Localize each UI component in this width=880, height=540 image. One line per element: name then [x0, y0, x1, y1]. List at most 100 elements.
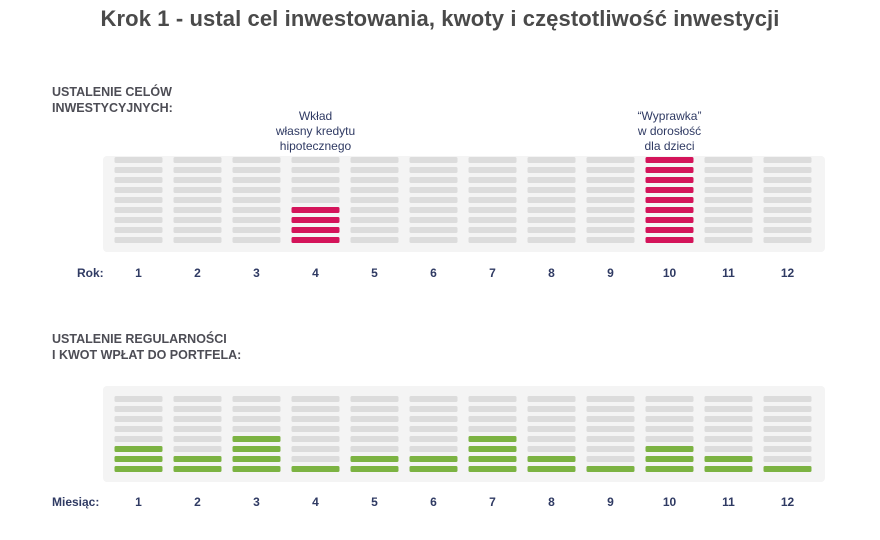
- empty-segment: [586, 177, 635, 183]
- x-tick-label: 12: [780, 495, 795, 509]
- bar-column-6: [409, 157, 458, 243]
- empty-segment: [409, 237, 458, 243]
- empty-segment: [291, 396, 340, 402]
- empty-segment: [173, 167, 222, 173]
- x-tick-label: 3: [253, 266, 260, 280]
- empty-segment: [173, 396, 222, 402]
- bar-column-9: [586, 157, 635, 243]
- empty-segment: [232, 207, 281, 213]
- contribution-segment: [468, 436, 517, 442]
- empty-segment: [409, 406, 458, 412]
- empty-segment: [114, 187, 163, 193]
- x-tick-label: 1: [135, 495, 142, 509]
- empty-segment: [350, 217, 399, 223]
- empty-segment: [704, 217, 753, 223]
- empty-segment: [291, 436, 340, 442]
- empty-segment: [409, 187, 458, 193]
- empty-segment: [704, 237, 753, 243]
- empty-segment: [704, 207, 753, 213]
- empty-segment: [468, 416, 517, 422]
- bar-column-9: [586, 396, 635, 472]
- empty-segment: [173, 446, 222, 452]
- empty-segment: [291, 456, 340, 462]
- bar-column-2: [173, 396, 222, 472]
- empty-segment: [350, 207, 399, 213]
- goal-segment: [645, 177, 694, 183]
- contribution-segment: [232, 456, 281, 462]
- empty-segment: [586, 217, 635, 223]
- bar-column-12: [763, 157, 812, 243]
- empty-segment: [763, 426, 812, 432]
- empty-segment: [173, 217, 222, 223]
- empty-segment: [586, 456, 635, 462]
- empty-segment: [350, 446, 399, 452]
- empty-segment: [409, 227, 458, 233]
- empty-segment: [468, 167, 517, 173]
- empty-segment: [468, 197, 517, 203]
- empty-segment: [114, 197, 163, 203]
- empty-segment: [173, 207, 222, 213]
- annotation-line: Wkład: [298, 109, 333, 123]
- empty-segment: [291, 167, 340, 173]
- x-tick-label: 11: [722, 266, 735, 280]
- empty-segment: [232, 426, 281, 432]
- empty-segment: [232, 187, 281, 193]
- contribution-segment: [527, 466, 576, 472]
- empty-segment: [586, 406, 635, 412]
- empty-segment: [527, 157, 576, 163]
- x-tick-label: 3: [253, 495, 260, 509]
- empty-segment: [527, 207, 576, 213]
- annotation-children-starter: “Wyprawka” w dorosłość dla dzieci: [600, 109, 740, 154]
- empty-segment: [645, 426, 694, 432]
- x-tick-label: 10: [662, 495, 677, 509]
- contribution-segment: [645, 456, 694, 462]
- empty-segment: [114, 227, 163, 233]
- empty-segment: [468, 207, 517, 213]
- contribution-segment: [645, 446, 694, 452]
- empty-segment: [527, 227, 576, 233]
- empty-segment: [763, 396, 812, 402]
- x-tick-label: 7: [489, 266, 496, 280]
- goal-segment: [291, 227, 340, 233]
- bar-column-12: [763, 396, 812, 472]
- empty-segment: [763, 207, 812, 213]
- empty-segment: [645, 416, 694, 422]
- x-tick-label: 9: [607, 495, 614, 509]
- bar-column-1: [114, 157, 163, 243]
- empty-segment: [409, 197, 458, 203]
- empty-segment: [527, 167, 576, 173]
- empty-segment: [704, 406, 753, 412]
- contribution-segment: [468, 446, 517, 452]
- empty-segment: [468, 406, 517, 412]
- empty-segment: [350, 436, 399, 442]
- goal-segment: [645, 227, 694, 233]
- bar-column-11: [704, 396, 753, 472]
- empty-segment: [350, 167, 399, 173]
- contribution-segment: [173, 456, 222, 462]
- x-tick-label: 2: [194, 266, 201, 280]
- empty-segment: [409, 167, 458, 173]
- bar-column-7: [468, 157, 517, 243]
- empty-segment: [409, 436, 458, 442]
- x-tick-label: 4: [312, 495, 319, 509]
- empty-segment: [409, 217, 458, 223]
- x-tick-label: 2: [194, 495, 201, 509]
- x-tick-label: 8: [548, 266, 555, 280]
- empty-segment: [173, 197, 222, 203]
- section-label-line: INWESTYCYJNYCH:: [52, 101, 173, 115]
- empty-segment: [173, 436, 222, 442]
- bar-column-5: [350, 157, 399, 243]
- bar-column-10: [645, 157, 694, 243]
- empty-segment: [704, 197, 753, 203]
- empty-segment: [409, 177, 458, 183]
- empty-segment: [291, 157, 340, 163]
- empty-segment: [114, 426, 163, 432]
- empty-segment: [173, 426, 222, 432]
- goal-segment: [291, 237, 340, 243]
- empty-segment: [114, 207, 163, 213]
- empty-segment: [232, 227, 281, 233]
- section-label-line: I KWOT WPŁAT DO PORTFELA:: [52, 348, 242, 362]
- empty-segment: [704, 177, 753, 183]
- empty-segment: [527, 436, 576, 442]
- x-tick-label: 1: [135, 266, 142, 280]
